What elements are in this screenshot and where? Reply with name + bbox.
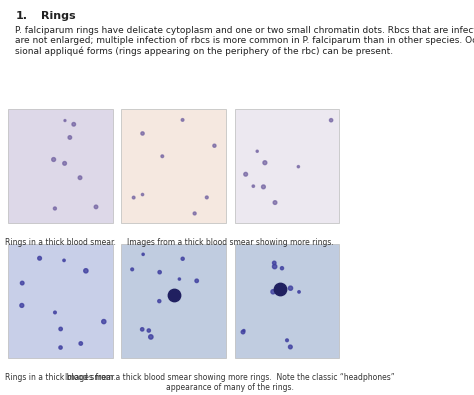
Point xyxy=(158,153,166,160)
Point xyxy=(66,134,73,141)
Point xyxy=(203,194,210,201)
Text: Images from a thick blood smear showing more rings.: Images from a thick blood smear showing … xyxy=(127,238,334,247)
Point xyxy=(170,292,177,298)
Point xyxy=(294,164,302,170)
Point xyxy=(18,280,26,286)
Point xyxy=(260,184,267,190)
Point xyxy=(82,268,90,274)
Point xyxy=(139,192,146,198)
Point xyxy=(76,175,84,181)
Point xyxy=(155,298,163,304)
Point xyxy=(50,156,57,163)
Text: P. falciparum rings have delicate cytoplasm and one or two small chromatin dots.: P. falciparum rings have delicate cytopl… xyxy=(15,26,474,56)
Point xyxy=(156,269,164,275)
Point xyxy=(61,117,69,124)
FancyBboxPatch shape xyxy=(235,109,339,223)
Text: Rings: Rings xyxy=(41,11,76,21)
Point xyxy=(193,278,201,284)
Point xyxy=(57,326,64,332)
Point xyxy=(249,183,257,189)
Point xyxy=(278,265,286,271)
Point xyxy=(18,302,26,308)
Point xyxy=(77,340,84,347)
Point xyxy=(138,326,146,333)
FancyBboxPatch shape xyxy=(9,244,113,357)
Point xyxy=(51,205,59,212)
Point xyxy=(70,121,78,128)
Point xyxy=(61,160,68,167)
Point xyxy=(254,148,261,154)
Point xyxy=(287,285,294,292)
Point xyxy=(147,334,155,340)
Point xyxy=(242,171,249,177)
Point xyxy=(175,276,183,282)
Point xyxy=(139,251,147,258)
Text: Images from a thick blood smear showing more rings.  Note the classic “headphone: Images from a thick blood smear showing … xyxy=(65,373,395,392)
Point xyxy=(287,344,294,350)
Text: Rings in a thick blood smear.: Rings in a thick blood smear. xyxy=(5,238,116,247)
Point xyxy=(269,289,277,295)
FancyBboxPatch shape xyxy=(9,109,113,223)
Point xyxy=(57,344,64,351)
Point xyxy=(92,204,100,210)
Text: Rings in a thick blood smear.: Rings in a thick blood smear. xyxy=(5,373,116,382)
Point xyxy=(328,117,335,123)
Point xyxy=(210,143,218,149)
Point xyxy=(271,263,278,270)
Point xyxy=(295,289,303,295)
Point xyxy=(51,309,59,316)
Point xyxy=(179,256,186,262)
Text: 1.: 1. xyxy=(15,11,27,21)
Point xyxy=(191,210,199,216)
Point xyxy=(271,199,279,206)
Point xyxy=(100,318,108,325)
FancyBboxPatch shape xyxy=(235,244,339,357)
Point xyxy=(145,327,153,334)
Point xyxy=(60,257,68,263)
FancyBboxPatch shape xyxy=(121,244,226,357)
Point xyxy=(283,337,291,343)
Point xyxy=(276,286,283,293)
Point xyxy=(271,260,278,266)
Point xyxy=(261,160,269,166)
Point xyxy=(128,266,136,273)
Point xyxy=(139,130,146,137)
Point xyxy=(240,327,248,334)
Point xyxy=(130,194,137,201)
Point xyxy=(36,255,44,261)
Point xyxy=(179,117,186,123)
FancyBboxPatch shape xyxy=(121,109,226,223)
Point xyxy=(239,329,247,335)
